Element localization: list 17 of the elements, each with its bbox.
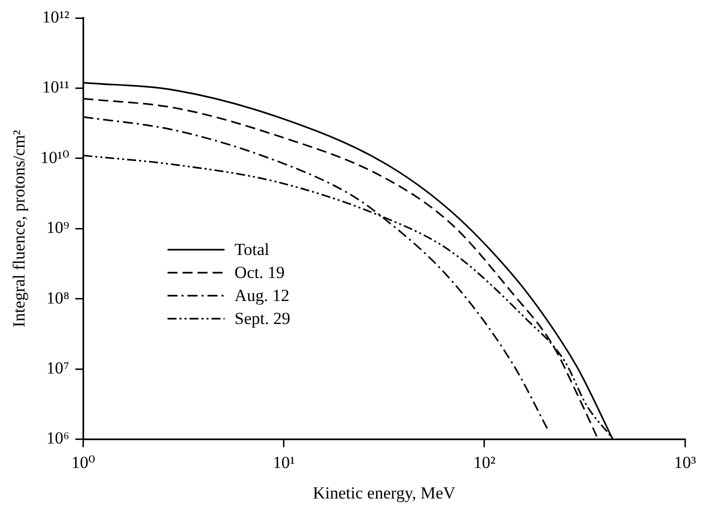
y-tick-label: 10⁹ <box>46 218 70 238</box>
y-tick-label: 10⁶ <box>46 428 70 448</box>
x-tick-label: 10² <box>473 452 496 472</box>
y-tick-label: 10⁷ <box>46 358 70 378</box>
y-tick-label: 10¹² <box>42 7 70 26</box>
y-axis-title: Integral fluence, protons/cm² <box>10 130 29 328</box>
x-tick-label: 10¹ <box>272 452 295 472</box>
x-axis-title: Kinetic energy, MeV <box>312 483 456 502</box>
y-tick-label: 10¹¹ <box>42 78 70 97</box>
y-tick-label: 10¹⁰ <box>40 148 70 167</box>
legend-label: Oct. 19 <box>234 263 285 282</box>
y-tick-label: 10⁸ <box>46 288 70 308</box>
legend-label: Aug. 12 <box>234 286 290 306</box>
legend-label: Total <box>234 240 270 260</box>
legend-label: Sept. 29 <box>234 309 290 328</box>
x-tick-label: 10⁰ <box>71 452 96 472</box>
x-tick-label: 10³ <box>674 452 696 472</box>
